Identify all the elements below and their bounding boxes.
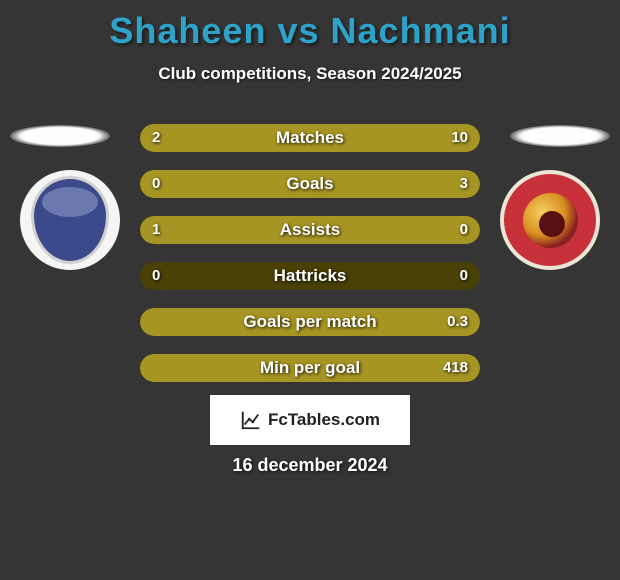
stat-row-matches: 2 Matches 10 [140,124,480,152]
stats-container: 2 Matches 10 0 Goals 3 1 Assists 0 0 Hat… [140,124,480,400]
stat-row-min-per-goal: Min per goal 418 [140,354,480,382]
stat-row-goals-per-match: Goals per match 0.3 [140,308,480,336]
stat-val-right: 418 [443,354,468,382]
stat-row-assists: 1 Assists 0 [140,216,480,244]
stat-label: Goals per match [140,308,480,336]
shield-icon [31,176,109,264]
stat-label: Goals [140,170,480,198]
stat-val-right: 0.3 [447,308,468,336]
title-player-left: Shaheen [109,10,266,51]
stat-row-hattricks: 0 Hattricks 0 [140,262,480,290]
ball-icon [523,193,578,248]
stat-label: Assists [140,216,480,244]
date-label: 16 december 2024 [0,455,620,476]
crest-shadow-right [510,125,610,147]
stat-label: Matches [140,124,480,152]
title-player-right: Nachmani [331,10,511,51]
stat-val-right: 10 [451,124,468,152]
stat-row-goals: 0 Goals 3 [140,170,480,198]
chart-icon [240,409,262,431]
page-title: Shaheen vs Nachmani [0,0,620,52]
stat-label: Hattricks [140,262,480,290]
stat-val-right: 3 [460,170,468,198]
team-crest-left [20,170,120,270]
title-vs: vs [277,10,319,51]
team-crest-right [500,170,600,270]
brand-text: FcTables.com [268,410,380,430]
stat-label: Min per goal [140,354,480,382]
brand-badge: FcTables.com [210,395,410,445]
stat-val-right: 0 [460,216,468,244]
crest-shadow-left [10,125,110,147]
stat-val-right: 0 [460,262,468,290]
subtitle: Club competitions, Season 2024/2025 [0,64,620,84]
